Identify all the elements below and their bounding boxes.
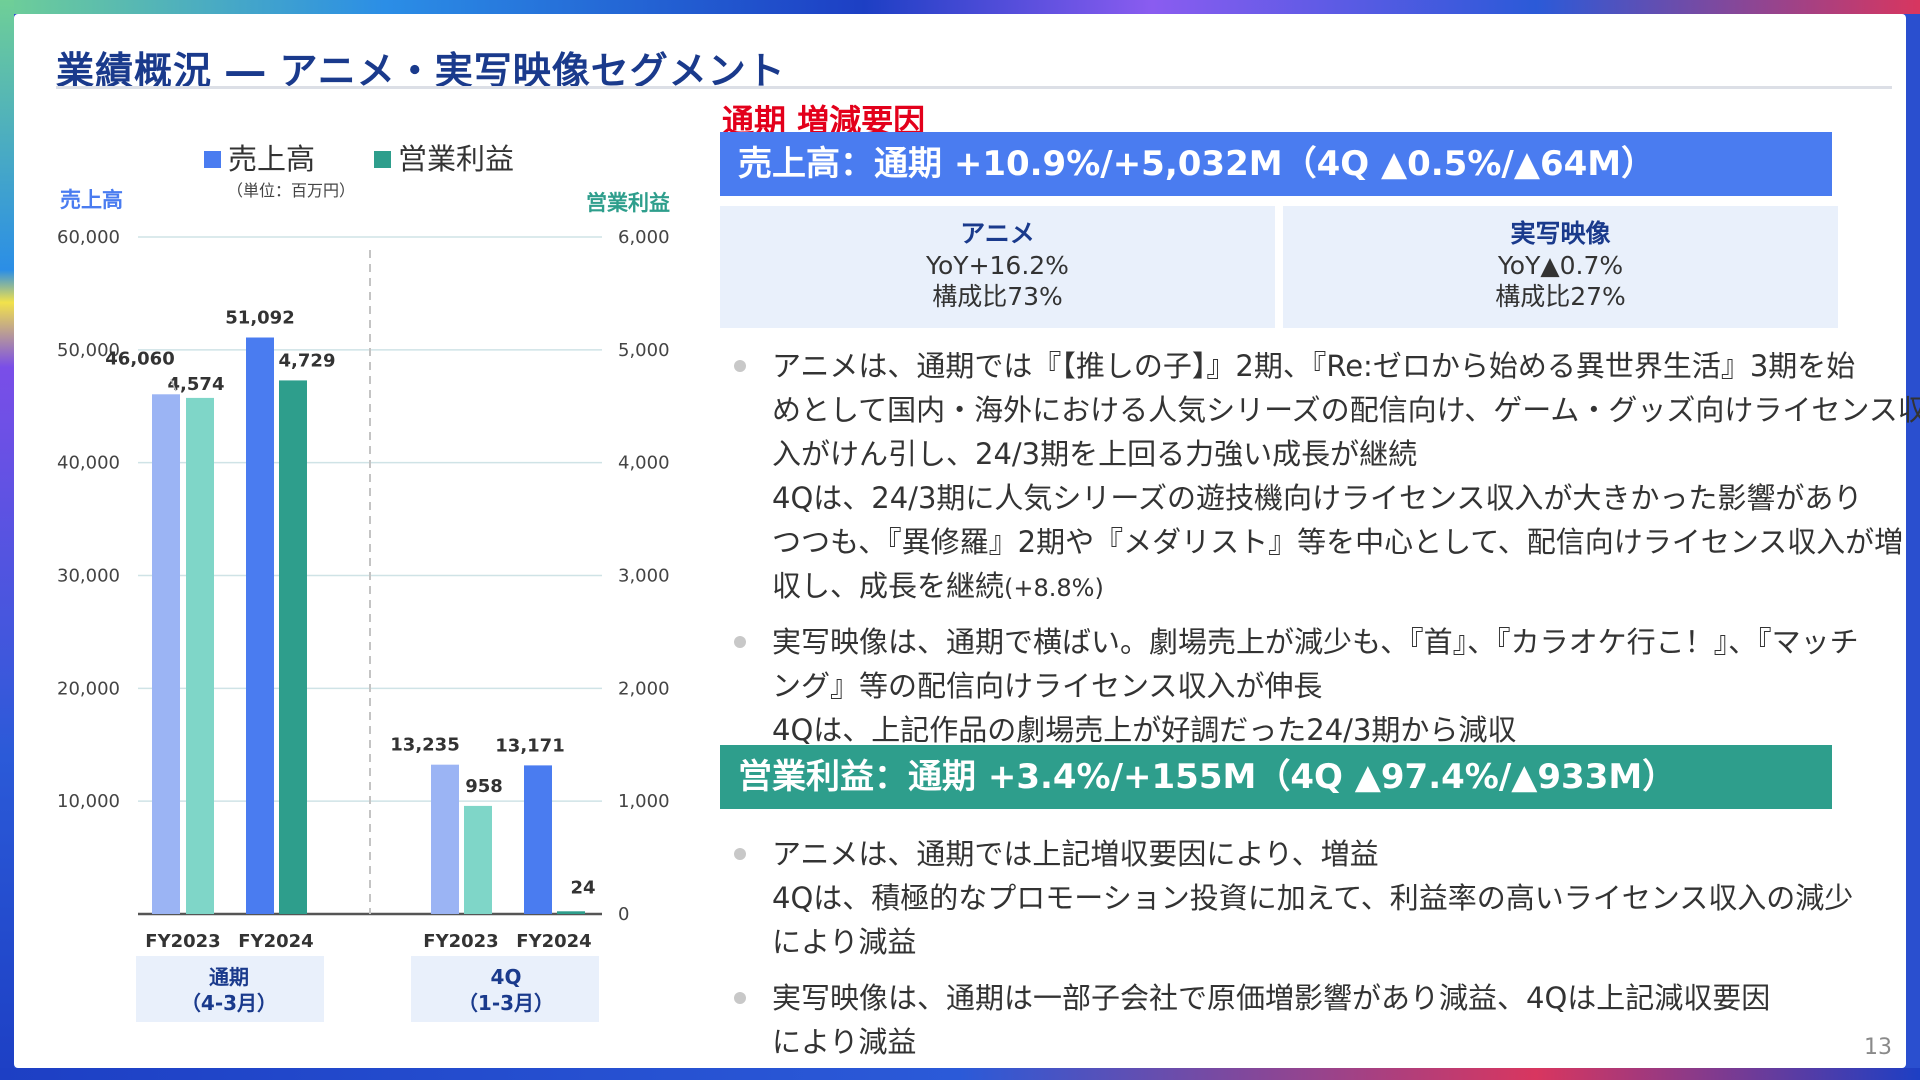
bar-sales — [152, 394, 180, 914]
bar-chart: 60,000 50,000 40,000 30,000 20,000 10,000 6,00… — [57, 142, 670, 1022]
data-label-sales: 13,235 — [390, 735, 459, 756]
data-label-sales: 13,171 — [495, 735, 564, 756]
bullet-live-action-sales: 実写映像は、通期で横ばい。劇場売上が減少も、『首』、『カラオケ行こ！』、『マッチ… — [722, 620, 1872, 752]
bullet-line: 入がけん引し、24/3期を上回る力強い成長が継続 — [772, 437, 1418, 471]
label-leader-line — [170, 378, 177, 392]
right-tick-label: 6,000 — [618, 227, 670, 248]
data-label-profit: 4,729 — [279, 350, 336, 371]
bullet-note: (+8.8%) — [1004, 574, 1104, 602]
bullet-line: つつも、『異修羅』2期や『メダリスト』等を中心として、配信向けライセンス収入が増 — [772, 525, 1904, 559]
group-label-box — [136, 956, 324, 1022]
segment-box-live-action: 実写映像 YoY▲0.7% 構成比27% — [1283, 206, 1838, 328]
page-number: 13 — [1864, 1035, 1892, 1060]
background-top-stripe — [0, 0, 1920, 14]
category-label: FY2024 — [238, 931, 313, 952]
bullet-line: ング』等の配信向けライセンス収入が伸長 — [772, 669, 1323, 703]
left-tick-label: 40,000 — [57, 453, 120, 474]
bullet-line: 4Qは、上記作品の劇場売上が好調だった24/3期から減収 — [772, 713, 1517, 747]
segment-share: 構成比73% — [932, 282, 1063, 311]
segment-name: 実写映像 — [1510, 219, 1611, 248]
bullet-live-action-profit: 実写映像は、通期は一部子会社で原価増影響があり減益、4Qは上記減収要因 により減… — [722, 976, 1872, 1064]
bullet-item: 実写映像は、通期は一部子会社で原価増影響があり減益、4Qは上記減収要因 により減… — [722, 976, 1872, 1064]
right-tick-label: 0 — [618, 904, 629, 925]
bar-profit — [464, 805, 492, 914]
left-tick-label: 10,000 — [57, 791, 120, 812]
bar-sales — [524, 765, 552, 914]
bar-profit — [279, 380, 307, 915]
legend-swatch-profit — [374, 151, 391, 168]
bullet-anime-sales: アニメは、通期では『【推しの子】』2期、『Re:ゼロから始める異世界生活』3期を… — [722, 344, 1920, 610]
category-label: FY2024 — [516, 931, 591, 952]
bullet-line: アニメは、通期では上記増収要因により、増益 — [772, 837, 1379, 871]
group-label: 通期 — [209, 965, 249, 989]
legend-swatch-sales — [204, 151, 221, 168]
left-tick-label: 50,000 — [57, 340, 120, 361]
bar-sales — [431, 764, 459, 914]
bar-sales — [246, 337, 274, 914]
bullet-line: 収し、成長を継続(+8.8%) — [772, 564, 1872, 610]
title-divider — [56, 86, 1892, 89]
right-axis-label: 営業利益 — [586, 191, 670, 215]
unit-note: （単位：百万円） — [227, 181, 355, 200]
bullet-text: 収し、成長を継続 — [772, 569, 1005, 603]
data-label-sales: 46,060 — [105, 348, 174, 369]
segment-share: 構成比27% — [1495, 282, 1626, 311]
bullet-line: 実写映像は、通期は一部子会社で原価増影響があり減益、4Qは上記減収要因 — [772, 981, 1771, 1015]
right-tick-label: 4,000 — [618, 453, 670, 474]
left-tick-label: 20,000 — [57, 678, 120, 699]
category-label: FY2023 — [145, 931, 220, 952]
segment-yoy: YoY▲0.7% — [1497, 251, 1624, 280]
bullet-item: アニメは、通期では上記増収要因により、増益 4Qは、積極的なプロモーション投資に… — [722, 832, 1872, 964]
segment-name: アニメ — [960, 219, 1035, 248]
legend-label-sales: 売上高 — [228, 142, 315, 176]
bullet-item: アニメは、通期では『【推しの子】』2期、『Re:ゼロから始める異世界生活』3期を… — [722, 344, 1920, 610]
legend-label-profit: 営業利益 — [398, 142, 514, 176]
group-sublabel: （4-3月） — [181, 991, 277, 1015]
bar-profit — [557, 911, 585, 914]
left-tick-label: 60,000 — [57, 227, 120, 248]
bullet-line: めとして国内・海外における人気シリーズの配信向け、ゲーム・グッズ向けライセンス収 — [772, 393, 1920, 427]
group-sublabel: （1-3月） — [458, 991, 554, 1015]
bullet-line: 実写映像は、通期で横ばい。劇場売上が減少も、『首』、『カラオケ行こ！』、『マッチ — [772, 625, 1859, 659]
right-tick-label: 5,000 — [618, 340, 670, 361]
right-tick-label: 1,000 — [618, 791, 670, 812]
bullet-line: により減益 — [772, 925, 917, 959]
right-tick-label: 3,000 — [618, 566, 670, 587]
sales-banner: 売上高：通期 +10.9%/+5,032M（4Q ▲0.5%/▲64M） — [720, 132, 1832, 196]
data-label-profit: 4,574 — [168, 374, 225, 395]
data-label-sales: 51,092 — [225, 308, 294, 329]
data-label-profit: 958 — [465, 776, 503, 797]
bullet-line: 4Qは、24/3期に人気シリーズの遊技機向けライセンス収入が大きかった影響があり — [772, 481, 1863, 515]
category-label: FY2023 — [423, 931, 498, 952]
bullet-anime-profit: アニメは、通期では上記増収要因により、増益 4Qは、積極的なプロモーション投資に… — [722, 832, 1872, 964]
group-label: 4Q — [491, 965, 522, 989]
left-tick-label: 30,000 — [57, 566, 120, 587]
page-title: 業績概況 ― アニメ・実写映像セグメント — [56, 49, 786, 93]
background-bottom-stripe — [0, 1068, 1920, 1080]
profit-banner: 営業利益：通期 +3.4%/+155M（4Q ▲97.4%/▲933M） — [720, 745, 1832, 809]
segment-box-anime: アニメ YoY+16.2% 構成比73% — [720, 206, 1275, 328]
background-left-stripe — [0, 0, 14, 1080]
bar-profit — [186, 397, 214, 914]
bullet-line: により減益 — [772, 1025, 917, 1059]
bullet-item: 実写映像は、通期で横ばい。劇場売上が減少も、『首』、『カラオケ行こ！』、『マッチ… — [722, 620, 1872, 752]
data-label-profit: 24 — [570, 877, 595, 898]
bullet-line: 4Qは、積極的なプロモーション投資に加えて、利益率の高いライセンス収入の減少 — [772, 881, 1854, 915]
segment-yoy: YoY+16.2% — [926, 251, 1069, 280]
right-tick-label: 2,000 — [618, 678, 670, 699]
left-axis-label: 売上高 — [60, 188, 123, 212]
bullet-line: アニメは、通期では『【推しの子】』2期、『Re:ゼロから始める異世界生活』3期を… — [772, 349, 1856, 383]
group-label-box — [411, 956, 599, 1022]
